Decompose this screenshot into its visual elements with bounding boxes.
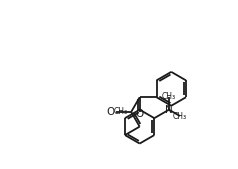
Text: CH₃: CH₃ — [173, 112, 187, 120]
Text: N: N — [165, 105, 173, 115]
Text: CH₃: CH₃ — [114, 107, 128, 116]
Text: CH₃: CH₃ — [162, 92, 176, 101]
Text: O: O — [135, 109, 144, 119]
Text: O: O — [106, 107, 114, 117]
